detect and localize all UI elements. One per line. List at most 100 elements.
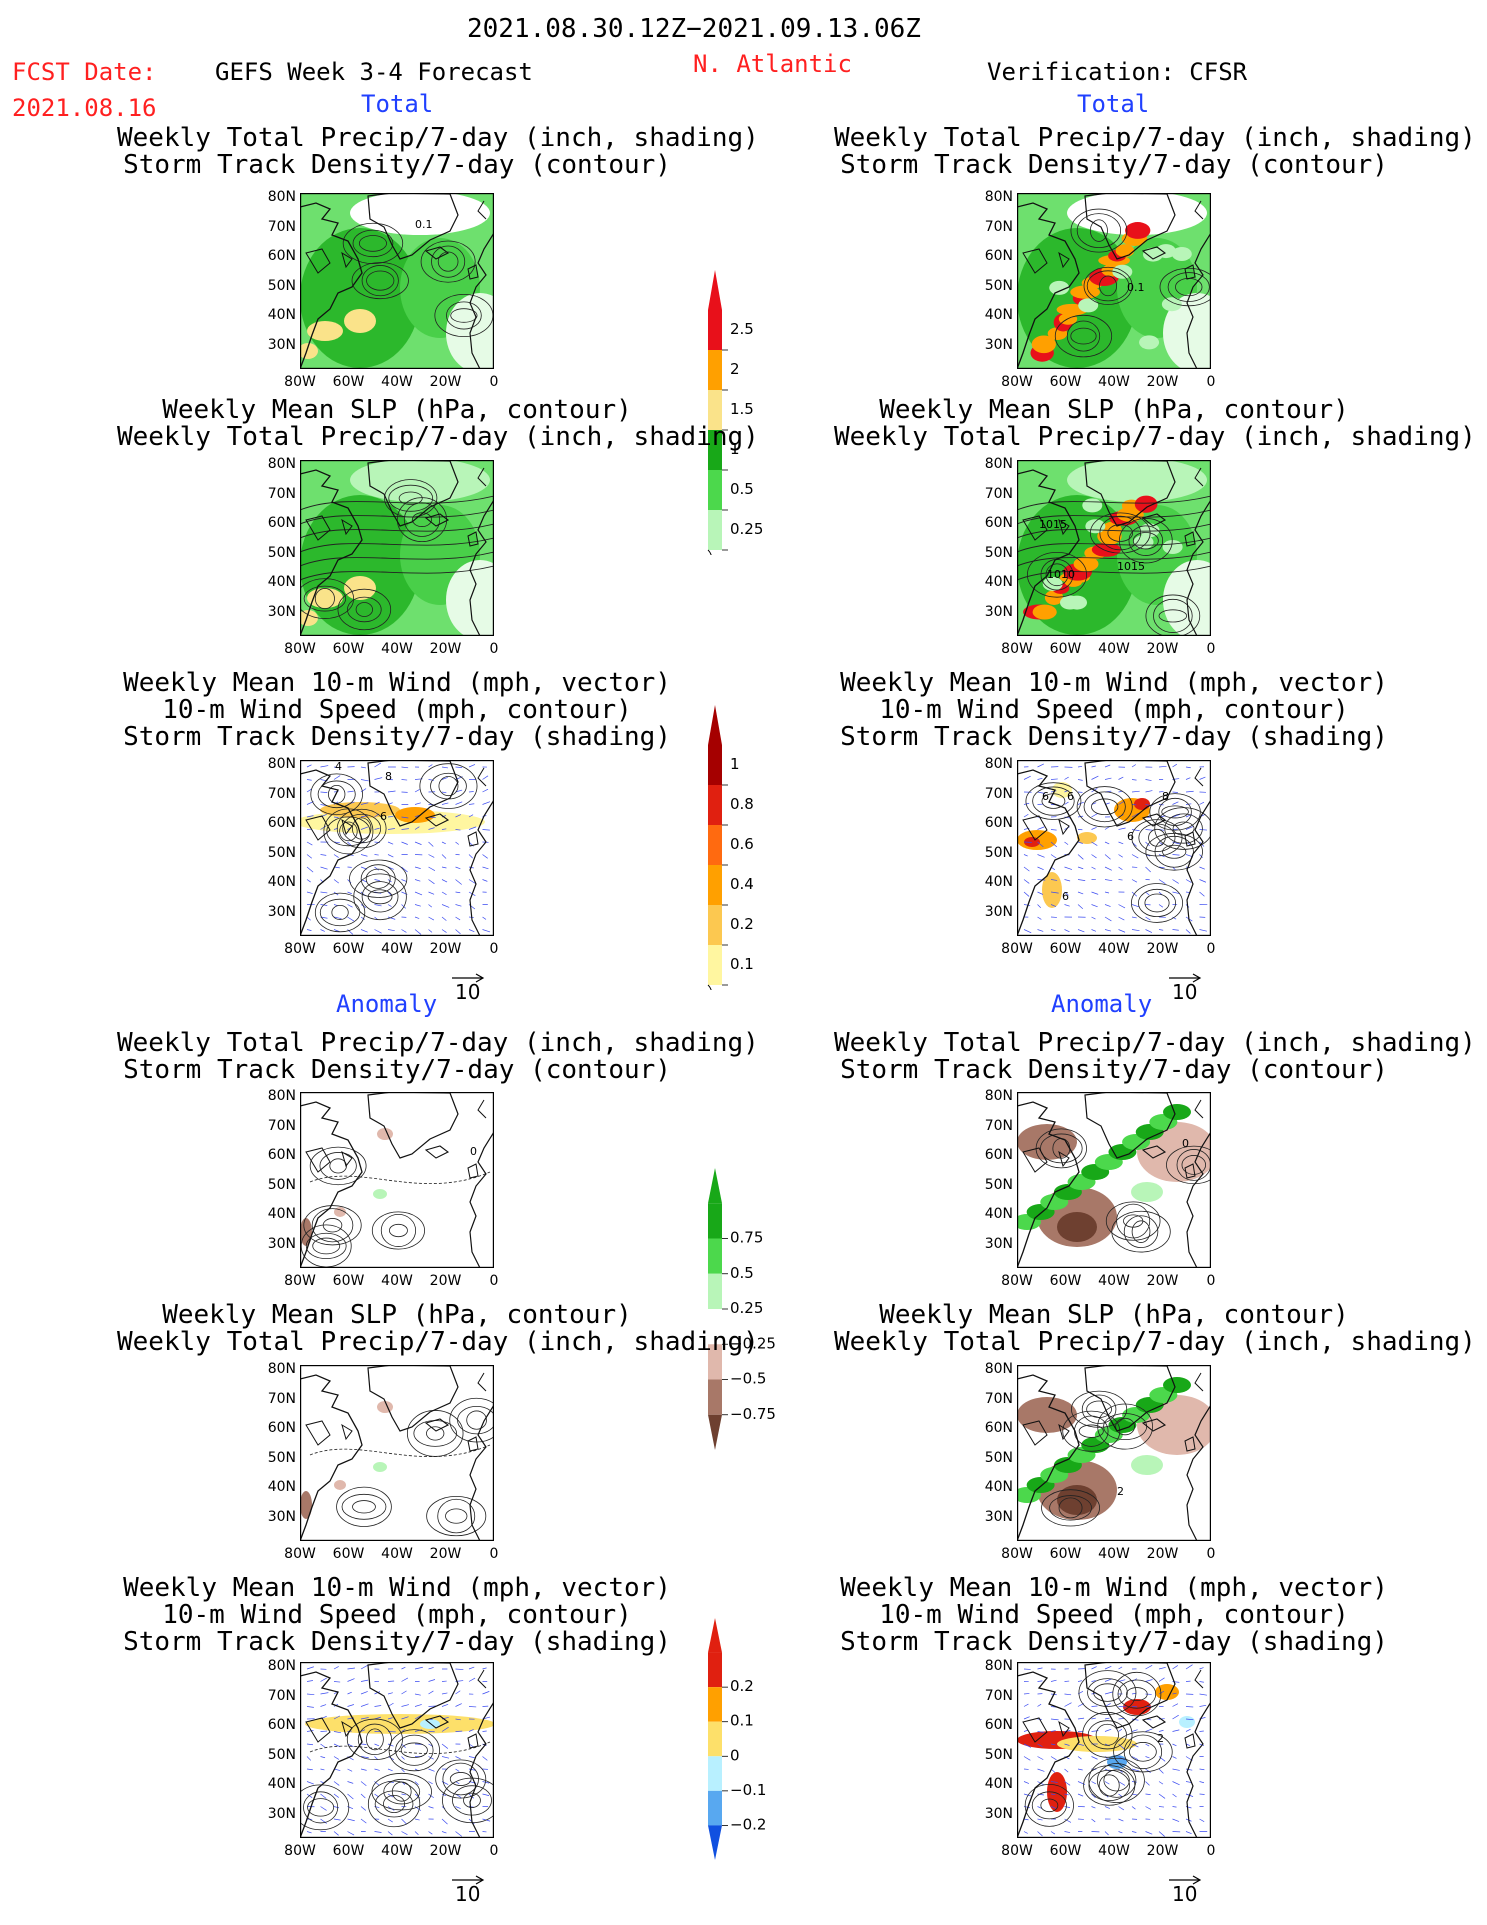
panel-title-line: Storm Track Density/7-day (contour) xyxy=(123,1055,671,1085)
contour-label: 8 xyxy=(385,770,392,783)
lon-tick-label: 80W xyxy=(284,1273,316,1289)
lon-tick-label: 0 xyxy=(1206,374,1216,390)
section-anomaly-fcst: Anomaly xyxy=(336,990,438,1018)
lat-tick-label: 50N xyxy=(267,1176,296,1193)
lat-tick-label: 30N xyxy=(984,1235,1013,1252)
colorbar-tick-label: 0.2 xyxy=(730,1677,754,1695)
map-slp-precip-fcst xyxy=(300,460,494,636)
lat-tick-label: 80N xyxy=(267,756,296,772)
lat-tick-label: 80N xyxy=(267,1658,296,1674)
panel-title-slp-precip-cfsr: Weekly Mean SLP (hPa, contour) Weekly Tot… xyxy=(834,395,1476,452)
lat-tick-label: 70N xyxy=(984,218,1013,235)
lon-tick-label: 0 xyxy=(1206,641,1216,657)
lat-tick-label: 40N xyxy=(267,1776,296,1792)
colorbar-tick-label: −0.25 xyxy=(730,1334,776,1352)
lon-tick-label: 0 xyxy=(1206,1843,1216,1859)
contour-label: 6 xyxy=(1042,790,1049,803)
panel-title-wind-storm-fcst: Weekly Mean 10-m Wind (mph, vector) 10-m … xyxy=(117,670,677,751)
lat-tick-label: 40N xyxy=(267,307,296,323)
contour-label: 0 xyxy=(1182,1137,1189,1150)
panel-title-line: Weekly Total Precip/7-day (inch, shading… xyxy=(834,422,1476,452)
colorbar-tick-label: −0.2 xyxy=(730,1815,766,1833)
lon-tick-label: 60W xyxy=(332,374,365,390)
lat-tick-label: 60N xyxy=(267,1717,296,1733)
model-title: GEFS Week 3-4 Forecast xyxy=(215,58,533,86)
lon-tick-label: 0 xyxy=(1206,941,1216,957)
colorbar-tick-label: 0.1 xyxy=(730,1712,754,1730)
fcst-date-value: 2021.08.16 xyxy=(12,94,157,122)
lat-tick-label: 50N xyxy=(267,1746,296,1763)
panel-title-line: 10-m Wind Speed (mph, contour) xyxy=(879,695,1349,725)
colorbar-tick-label: 0.25 xyxy=(730,520,763,538)
contour-label: 6 xyxy=(1062,890,1069,903)
contour-label: 6 xyxy=(380,810,387,823)
map-anom-precip-storm-fcst: 0 xyxy=(300,1092,494,1268)
map-anom-slp-precip-cfsr: 2 xyxy=(1017,1365,1211,1541)
lon-tick-label: 40W xyxy=(381,1843,413,1859)
lat-tick-label: 60N xyxy=(984,1147,1013,1163)
lon-tick-label: 60W xyxy=(332,1843,365,1859)
lat-tick-label: 50N xyxy=(267,844,296,861)
lat-tick-label: 60N xyxy=(267,515,296,531)
lat-tick-label: 40N xyxy=(267,574,296,590)
lat-tick-label: 80N xyxy=(984,456,1013,472)
lat-tick-label: 70N xyxy=(984,1117,1013,1134)
lon-tick-label: 20W xyxy=(1146,941,1179,957)
lat-tick-label: 50N xyxy=(984,544,1013,561)
colorbar-tick-label: 2.5 xyxy=(730,320,754,338)
colorbar-tick-label: 0 xyxy=(730,1746,740,1764)
lat-tick-label: 70N xyxy=(267,218,296,235)
panel-title-line: Weekly Total Precip/7-day (inch, shading… xyxy=(117,422,759,452)
lat-tick-label: 40N xyxy=(267,1206,296,1222)
lat-tick-label: 80N xyxy=(267,456,296,472)
panel-title-anom-slp-precip-cfsr: Weekly Mean SLP (hPa, contour) Weekly Tot… xyxy=(834,1302,1476,1356)
lon-tick-label: 0 xyxy=(489,1273,499,1289)
colorbar-precip-total: 2.5 2 1.5 1 0.5 0.25 xyxy=(707,270,763,555)
colorbar-tick-label: 1 xyxy=(730,755,740,773)
lat-tick-label: 30N xyxy=(267,336,296,353)
lat-tick-label: 60N xyxy=(984,1420,1013,1436)
vector-reference-arrow xyxy=(452,1875,485,1885)
lat-tick-label: 50N xyxy=(984,1449,1013,1466)
vector-reference-label: 10 xyxy=(455,1882,481,1906)
panel-title-line: Weekly Mean 10-m Wind (mph, vector) xyxy=(840,668,1388,698)
lon-tick-label: 20W xyxy=(429,374,462,390)
lat-tick-label: 80N xyxy=(267,1088,296,1104)
lat-tick-label: 80N xyxy=(984,756,1013,772)
lat-tick-label: 50N xyxy=(984,844,1013,861)
lon-tick-label: 80W xyxy=(1001,374,1033,390)
lon-tick-label: 60W xyxy=(1049,1843,1082,1859)
map-slp-precip-cfsr: 1015 1010 1015 xyxy=(1017,460,1211,636)
lat-tick-label: 30N xyxy=(267,1805,296,1822)
lat-tick-label: 60N xyxy=(267,1147,296,1163)
panel-title-wind-storm-cfsr: Weekly Mean 10-m Wind (mph, vector) 10-m … xyxy=(834,670,1394,751)
lon-tick-label: 20W xyxy=(1146,374,1179,390)
lat-tick-label: 70N xyxy=(267,1117,296,1134)
contour-label: 1015 xyxy=(1039,518,1067,531)
lat-tick-label: 30N xyxy=(267,903,296,920)
lat-tick-label: 80N xyxy=(984,1361,1013,1377)
lon-tick-label: 20W xyxy=(429,1843,462,1859)
lon-tick-label: 40W xyxy=(381,374,413,390)
colorbar-tick-label: −0.75 xyxy=(730,1405,776,1423)
colorbar-tick-label: 1.5 xyxy=(730,400,754,418)
lon-tick-label: 80W xyxy=(284,941,316,957)
map-anom-precip-storm-cfsr: 0 xyxy=(1017,1092,1211,1268)
map-wind-storm-cfsr: 6 6 8 6 6 xyxy=(1017,760,1211,936)
lon-tick-label: 80W xyxy=(1001,941,1033,957)
panel-title-line: Weekly Mean SLP (hPa, contour) xyxy=(879,395,1349,425)
panel-title-anom-precip-storm-fcst: Weekly Total Precip/7-day (inch, shading… xyxy=(117,1030,759,1085)
lon-tick-label: 40W xyxy=(1098,641,1130,657)
panel-title-line: Weekly Total Precip/7-day (inch, shading… xyxy=(117,1327,759,1357)
contour-label: 4 xyxy=(335,760,342,773)
panel-title-line: Storm Track Density/7-day (shading) xyxy=(840,722,1388,752)
lat-tick-label: 60N xyxy=(267,248,296,264)
lon-tick-label: 60W xyxy=(332,1273,365,1289)
lon-tick-label: 60W xyxy=(1049,1273,1082,1289)
lat-tick-label: 30N xyxy=(267,1508,296,1525)
lat-tick-label: 80N xyxy=(267,189,296,205)
panel-title-line: Weekly Mean 10-m Wind (mph, vector) xyxy=(840,1573,1388,1603)
lat-tick-label: 50N xyxy=(267,1449,296,1466)
lat-tick-label: 40N xyxy=(984,1479,1013,1495)
